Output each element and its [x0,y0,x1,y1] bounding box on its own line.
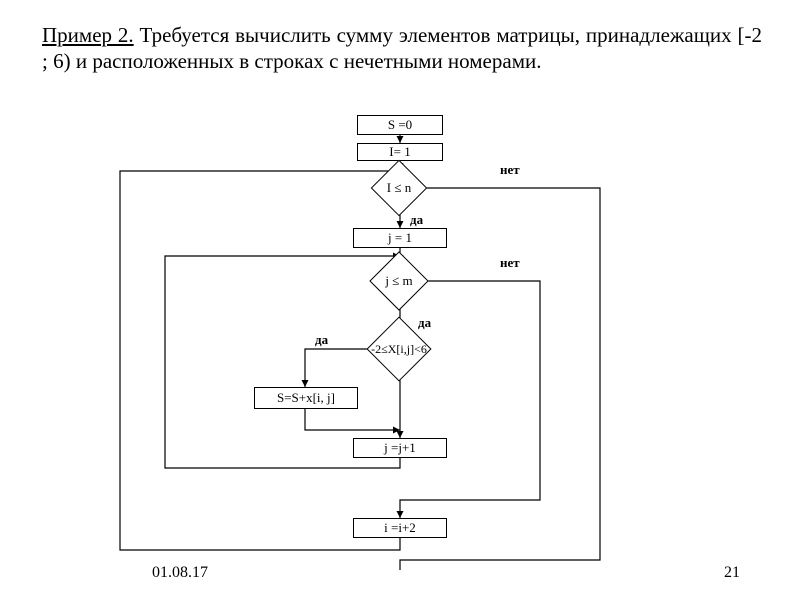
problem-statement: Пример 2. Требуется вычислить сумму элем… [42,22,762,75]
node-i-inc: i =i+2 [353,518,447,538]
node-j-inc: j =j+1 [353,438,447,458]
node-text: j = 1 [388,230,412,246]
node-j-init: j = 1 [353,228,447,248]
node-accum: S=S+x[i, j] [254,387,358,409]
node-i-init: I= 1 [357,143,443,161]
node-text: i =i+2 [384,520,416,536]
node-text: I= 1 [389,144,410,160]
node-text: S=S+x[i, j] [277,390,335,406]
node-text: I ≤ n [387,180,411,196]
edge-label-yes-1: да [410,212,423,228]
edge-label-yes-3: да [315,332,328,348]
node-cond-i: I ≤ n [379,168,419,208]
node-text: S =0 [388,117,412,133]
node-cond-j: j ≤ m [378,260,420,302]
node-text: -2≤X[i,j]<6 [371,342,427,357]
node-cond-x: -2≤X[i,j]<6 [376,326,422,372]
page: Пример 2. Требуется вычислить сумму элем… [0,0,800,600]
example-title: Пример 2. [42,23,134,47]
flowchart: S =0 I= 1 I ≤ n j = 1 j ≤ m -2≤X[i,j]<6 … [100,110,700,570]
edge-label-yes-2: да [418,315,431,331]
problem-body: Требуется вычислить сумму элементов матр… [42,23,762,73]
edge-label-no-2: нет [500,255,520,271]
footer-page-number: 21 [724,564,740,582]
node-text: j =j+1 [384,440,416,456]
edge-label-no-1: нет [500,162,520,178]
node-s-init: S =0 [357,115,443,135]
node-text: j ≤ m [385,273,412,289]
footer-date: 01.08.17 [152,564,208,582]
